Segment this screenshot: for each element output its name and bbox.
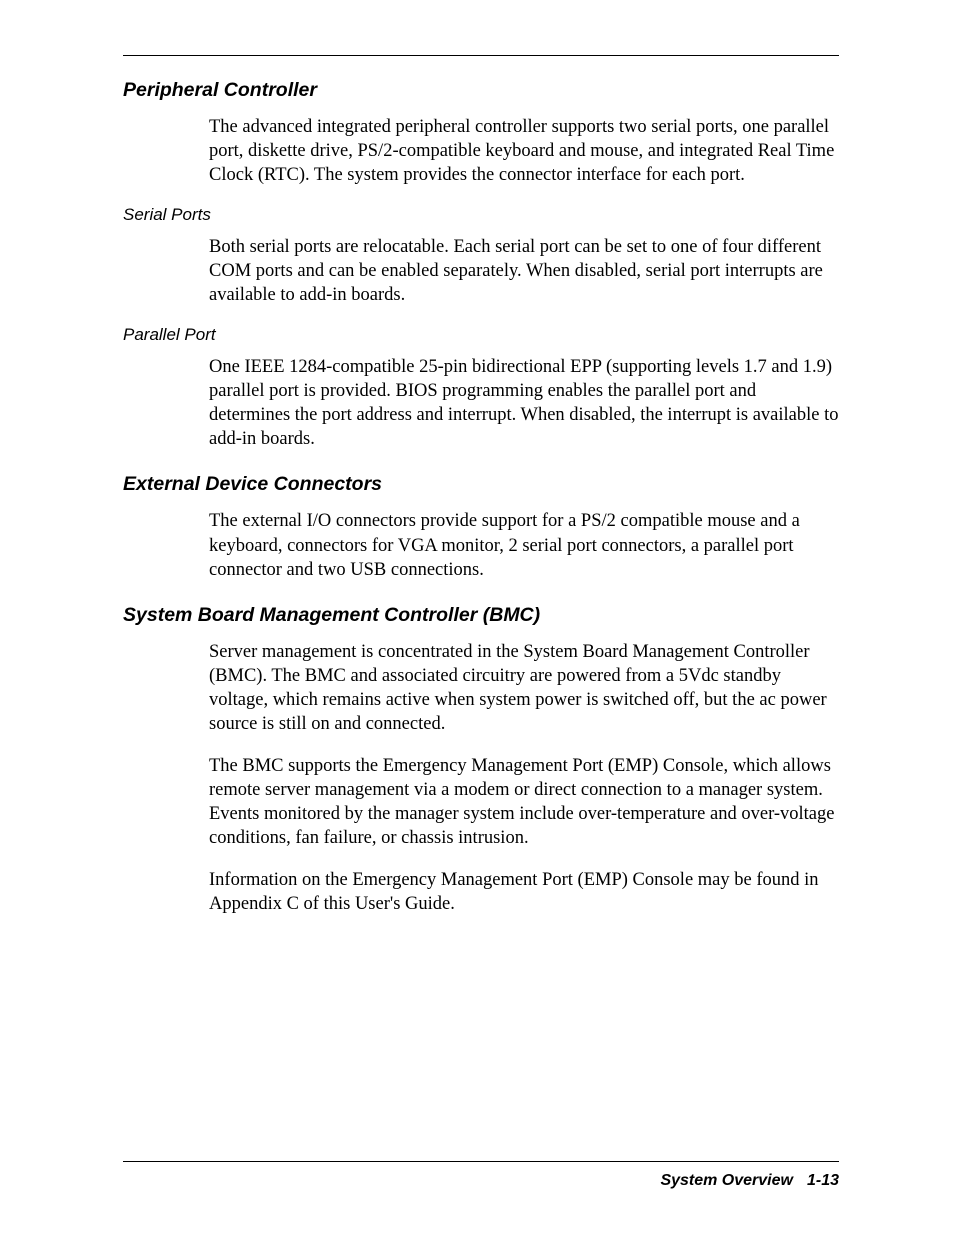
section-bmc: System Board Management Controller (BMC)… xyxy=(123,604,839,916)
bottom-rule xyxy=(123,1161,839,1162)
page-content: Peripheral Controller The advanced integ… xyxy=(0,0,954,998)
top-rule xyxy=(123,55,839,56)
heading-peripheral: Peripheral Controller xyxy=(123,79,839,102)
heading-external: External Device Connectors xyxy=(123,473,839,496)
footer-page-number: 1-13 xyxy=(807,1172,839,1189)
para-serial-1: Both serial ports are relocatable. Each … xyxy=(209,235,839,307)
footer-section-title: System Overview xyxy=(660,1172,793,1189)
subsection-parallel: Parallel Port One IEEE 1284-compatible 2… xyxy=(123,325,839,451)
heading-parallel: Parallel Port xyxy=(123,325,839,345)
para-bmc-2: The BMC supports the Emergency Managemen… xyxy=(209,754,839,850)
para-bmc-1: Server management is concentrated in the… xyxy=(209,640,839,736)
para-bmc-3: Information on the Emergency Management … xyxy=(209,868,839,916)
heading-serial: Serial Ports xyxy=(123,205,839,225)
para-peripheral-1: The advanced integrated peripheral contr… xyxy=(209,115,839,187)
page-footer: System Overview 1-13 xyxy=(123,1161,839,1190)
footer-text: System Overview 1-13 xyxy=(123,1172,839,1190)
section-external: External Device Connectors The external … xyxy=(123,473,839,581)
section-peripheral: Peripheral Controller The advanced integ… xyxy=(123,79,839,451)
para-external-1: The external I/O connectors provide supp… xyxy=(209,509,839,581)
heading-bmc: System Board Management Controller (BMC) xyxy=(123,604,839,627)
subsection-serial: Serial Ports Both serial ports are reloc… xyxy=(123,205,839,307)
para-parallel-1: One IEEE 1284-compatible 25-pin bidirect… xyxy=(209,355,839,451)
